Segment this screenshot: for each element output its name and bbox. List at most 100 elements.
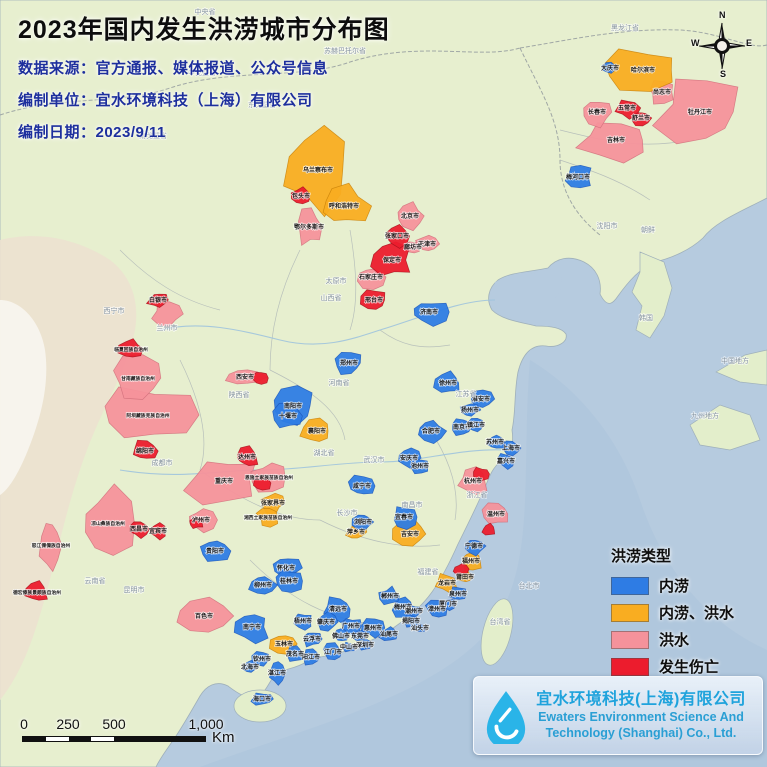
basemap-label: 河南省 [329, 378, 350, 387]
company-name-en-2: Technology (Shanghai) Co., Ltd. [545, 725, 737, 740]
city-region [250, 692, 274, 706]
city-label: 梅河口市 [566, 173, 590, 181]
city-region [351, 514, 375, 531]
city-region [149, 522, 166, 541]
city-label: 中山市 [340, 643, 358, 651]
scale-tick-500: 500 [102, 716, 126, 732]
basemap-label: 南昌市 [402, 500, 423, 509]
city-region [413, 302, 450, 327]
basemap-label: 云南省 [85, 576, 106, 585]
city-region [497, 452, 514, 470]
city-label: 浏阳市 [354, 518, 372, 526]
city-region [145, 293, 169, 308]
company-logo-box: 宜水环境科技(上海)有限公司 Ewaters Environment Scien… [473, 676, 763, 755]
korea [631, 251, 673, 339]
city-region [290, 186, 311, 205]
scale-segment [23, 737, 46, 741]
taiwan-island [480, 598, 514, 666]
city-label: 玉林市 [275, 640, 293, 648]
city-region [293, 613, 312, 631]
city-region [253, 475, 272, 491]
city-region [448, 586, 467, 600]
legend-item-casualty: 发生伤亡 [611, 656, 734, 677]
city-label: 郴州市 [381, 592, 399, 600]
city-region [360, 618, 386, 639]
city-region [467, 418, 484, 433]
city-label: 阿坝藏族羌族自治州 [126, 412, 169, 419]
city-label: 呼和浩特市 [329, 202, 359, 210]
basemap-label: 山西省 [321, 293, 342, 302]
city-label: 乌兰察布市 [303, 166, 333, 174]
city-region [583, 102, 613, 129]
city-label: 德宏傣族景颇族自治州 [13, 589, 61, 596]
city-region [359, 289, 386, 310]
city-label: 南阳市 [284, 402, 302, 410]
compass-w-label: W [691, 38, 700, 48]
city-region [452, 418, 472, 436]
city-label: 福州市 [461, 557, 480, 565]
flood-city-regions [24, 48, 739, 706]
compass-s-label: S [720, 69, 727, 79]
city-label: 天津市 [418, 240, 436, 248]
city-label: 南宁市 [243, 623, 261, 631]
city-region [414, 623, 426, 632]
date-line: 编制日期：2023/9/11 [18, 124, 166, 141]
basemap-label: 长沙市 [337, 508, 358, 517]
city-label: 萍乡市 [347, 528, 365, 536]
city-label: 石家庄市 [358, 273, 383, 281]
city-region [182, 461, 256, 506]
scale-unit: Km [212, 729, 235, 746]
city-region [189, 517, 204, 530]
city-label: 揭阳市 [402, 617, 420, 625]
city-region [85, 483, 135, 556]
city-label: 甘南藏族自治州 [121, 375, 155, 382]
city-region [132, 439, 159, 459]
basemap-label: 黑龙江省 [611, 23, 639, 32]
city-region [459, 403, 482, 417]
city-label: 十堰市 [279, 412, 297, 420]
compiler-line: 编制单位：宜水环境科技（上海）有限公司 [18, 92, 313, 109]
city-label: 桂林市 [279, 577, 298, 585]
legend-item-both: 内涝、洪水 [611, 602, 734, 623]
scale-tick-0: 0 [20, 716, 28, 732]
compass-e-label: E [745, 38, 752, 48]
city-region [113, 354, 162, 400]
city-label: 北京市 [401, 212, 419, 220]
city-label: 牡丹江市 [688, 108, 712, 116]
legend-title: 洪涝类型 [611, 548, 672, 565]
city-label: 襄阳市 [307, 427, 326, 435]
city-label: 张家界市 [261, 499, 285, 507]
city-region [255, 508, 278, 528]
city-label: 济南市 [420, 308, 438, 316]
city-label: 钦州市 [253, 655, 271, 663]
mountains [0, 300, 47, 495]
city-region [298, 207, 323, 247]
city-region [299, 417, 329, 442]
city-region [393, 506, 418, 530]
city-label: 汕头市 [411, 624, 429, 632]
legend-swatch-flood [611, 630, 649, 649]
city-region [252, 372, 269, 385]
city-label: 肇庆市 [316, 618, 335, 626]
city-region [651, 78, 739, 145]
city-region [486, 434, 505, 449]
scale-segment [91, 737, 114, 741]
city-label: 漳州市 [428, 605, 446, 613]
city-label: 怒江傈僳族自治州 [32, 542, 71, 549]
city-label: 深圳市 [356, 641, 374, 649]
city-label: 扬州市 [461, 406, 479, 414]
city-region [237, 445, 259, 467]
basemap-label: 武汉市 [364, 455, 385, 464]
city-label: 广州市 [342, 622, 360, 630]
city-label: 佛山市 [331, 632, 350, 640]
city-label: 安庆市 [400, 454, 418, 462]
city-label: 吉林市 [607, 136, 625, 144]
basemap-label: 沈阳市 [597, 221, 618, 230]
city-label: 江门市 [324, 648, 342, 656]
legend-label: 内涝、洪水 [659, 605, 735, 622]
city-region [287, 645, 304, 662]
city-label: 合肥市 [422, 427, 440, 435]
city-region [386, 223, 410, 249]
city-label: 尚志市 [653, 88, 671, 96]
city-label: 湛江市 [268, 669, 286, 677]
